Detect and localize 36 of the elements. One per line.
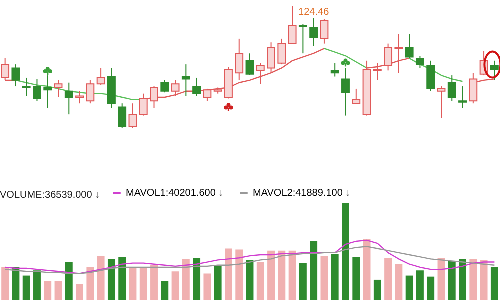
candlestick	[64, 82, 74, 116]
candlestick	[86, 80, 95, 104]
candlestick	[490, 60, 499, 81]
candlestick	[76, 90, 84, 104]
candlestick	[310, 18, 318, 47]
candlestick	[171, 80, 180, 97]
legend-label: MAVOL2:41889.100 ↓	[253, 188, 351, 199]
candlestick	[405, 34, 414, 59]
candlestick	[320, 18, 329, 44]
candlestick	[256, 62, 265, 85]
candlestick	[288, 6, 297, 44]
candlestick	[373, 62, 382, 81]
candlestick	[44, 75, 52, 109]
annotation: 124.46	[298, 7, 330, 18]
candlestick	[437, 86, 446, 119]
candlestick	[246, 53, 254, 76]
candlestick	[96, 68, 106, 86]
text: VOLUME:36539.000 ↓	[0, 190, 100, 201]
candlestick	[118, 103, 127, 128]
candlestick	[416, 56, 424, 69]
candlestick	[448, 75, 456, 102]
candlestick	[298, 24, 308, 54]
candlestick	[160, 80, 170, 94]
candlestick	[458, 86, 467, 109]
legend-label: MAVOL1:40201.600 ↓	[126, 188, 224, 199]
candlestick	[33, 78, 42, 102]
candlestick	[342, 68, 350, 116]
candlestick	[12, 64, 20, 88]
candlestick	[426, 60, 436, 92]
candlestick	[22, 77, 31, 97]
candlestick	[128, 103, 138, 128]
candlestick	[352, 88, 361, 104]
candlestick	[192, 77, 202, 97]
candlestick	[54, 80, 63, 98]
candlestick	[330, 62, 340, 78]
candlestick	[182, 64, 190, 97]
